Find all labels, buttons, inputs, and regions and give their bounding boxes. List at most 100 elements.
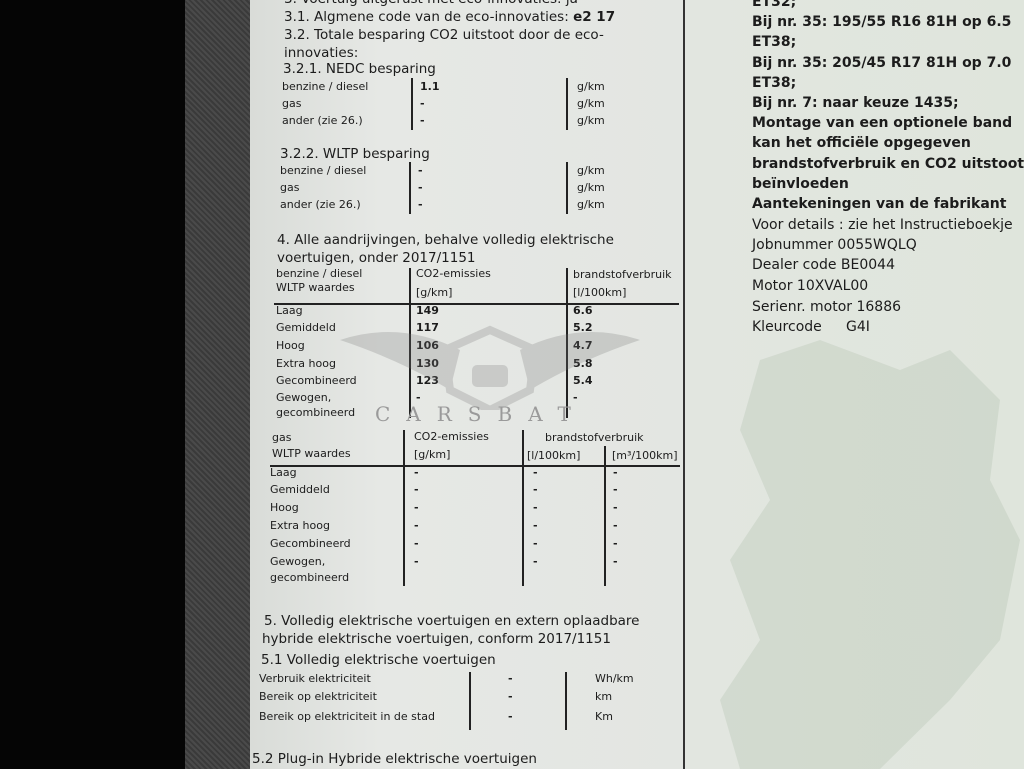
section-4-line2: voertuigen, onder 2017/1151 (277, 250, 476, 266)
remark-line: Bij nr. 35: 205/45 R17 81H op 7.0 (752, 55, 1012, 71)
color-code-label: Kleurcode (752, 319, 822, 335)
table2-row-l: - (533, 555, 538, 568)
table2-row-co2: - (414, 519, 419, 532)
table1-header-consumption-unit: [l/100km] (573, 286, 627, 299)
wltp-row-value: - (418, 198, 423, 211)
table1-row-consumption: 5.8 (573, 357, 593, 370)
table1-row-label: Gecombineerd (276, 374, 357, 387)
table2-header-co2-unit: [g/km] (414, 448, 451, 461)
nedc-row-unit: g/km (577, 97, 605, 110)
section-3-heading: 3. Voertuig uitgerust met eco-innovaties… (284, 0, 578, 7)
table-column-rule (409, 268, 411, 418)
table2-row-m3: - (613, 555, 618, 568)
table2-row-co2: - (414, 537, 419, 550)
section-5-1-row-value: - (508, 690, 513, 703)
section-5-1-row-label: Verbruik elektriciteit (259, 672, 371, 685)
table2-row-m3: - (613, 519, 618, 532)
document-page-right (686, 0, 1024, 769)
nedc-row-value: - (420, 114, 425, 127)
remark-line: ET38; (752, 34, 797, 50)
remark-line: Bij nr. 7: naar keuze 1435; (752, 95, 959, 111)
section-3-1-label: 3.1. Algmene code van de eco-innovaties:… (284, 9, 616, 25)
nedc-row-value: - (420, 97, 425, 110)
table2-header-consumption: brandstofverbruik (545, 431, 644, 444)
table1-row-consumption: 4.7 (573, 339, 593, 352)
table1-row-label: Laag (276, 304, 303, 317)
nedc-row-unit: g/km (577, 80, 605, 93)
section-4-line1: 4. Alle aandrijvingen, behalve volledig … (277, 232, 614, 248)
nedc-row-label: benzine / diesel (282, 80, 369, 93)
table2-header-m3-unit: [m³/100km] (612, 449, 678, 462)
table-column-rule (604, 446, 606, 586)
table-header-rule (274, 303, 679, 305)
wltp-title: 3.2.2. WLTP besparing (280, 146, 430, 162)
table2-header-wltp: WLTP waardes (272, 447, 351, 460)
table1-row-co2: 106 (416, 339, 439, 352)
table1-header-co2-unit: [g/km] (416, 286, 453, 299)
table2-row-m3: - (613, 501, 618, 514)
section-5-1-row-label: Bereik op elektriciteit (259, 690, 377, 703)
wltp-row-label: ander (zie 26.) (280, 198, 361, 211)
wltp-row-value: - (418, 181, 423, 194)
table1-row-co2: - (416, 391, 421, 404)
table-column-rule (411, 78, 413, 130)
manufacturer-note-line: Jobnummer 0055WQLQ (752, 237, 917, 253)
table2-header-fuel: gas (272, 431, 292, 444)
wltp-row-unit: g/km (577, 181, 605, 194)
table2-row-label: Gewogen, (270, 555, 326, 568)
table2-row-l: - (533, 483, 538, 496)
table1-row-co2: 149 (416, 304, 439, 317)
table-column-rule (566, 268, 568, 418)
table2-row-label: Laag (270, 466, 297, 479)
section-3-2-line1: 3.2. Totale besparing CO2 uitstoot door … (284, 27, 604, 43)
table-column-rule (469, 672, 471, 730)
wltp-row-unit: g/km (577, 198, 605, 211)
section-5-1-title: 5.1 Volledig elektrische voertuigen (261, 652, 496, 668)
table2-row-label: Extra hoog (270, 519, 330, 532)
nedc-row-label: ander (zie 26.) (282, 114, 363, 127)
table1-header-co2: CO2-emissies (416, 267, 491, 280)
table2-row-l: - (533, 537, 538, 550)
section-5-2-title: 5.2 Plug-in Hybride elektrische voertuig… (252, 751, 537, 767)
table1-header-fuel: benzine / diesel (276, 267, 363, 280)
table2-row-m3: - (613, 483, 618, 496)
table2-header-l-unit: [l/100km] (527, 449, 581, 462)
remark-line: Aantekeningen van de fabrikant (752, 196, 1007, 212)
nedc-row-value: 1.1 (420, 80, 440, 93)
section-5-1-row-unit: Wh/km (595, 672, 634, 685)
remark-line: ET38; (752, 75, 797, 91)
table-column-rule (566, 162, 568, 214)
remark-line: brandstofverbruik en CO2 uitstoot (752, 156, 1024, 172)
table1-row-co2: 130 (416, 357, 439, 370)
table1-row-consumption: - (573, 391, 578, 404)
table2-row-co2: - (414, 555, 419, 568)
color-code-value: G4I (846, 319, 870, 335)
table-column-rule (403, 430, 405, 586)
section-5-line1: 5. Volledig elektrische voertuigen en ex… (264, 613, 640, 629)
eco-innovation-code: e2 17 (573, 9, 616, 25)
nedc-row-unit: g/km (577, 114, 605, 127)
table1-row-label: Hoog (276, 339, 305, 352)
table1-header-consumption: brandstofverbruik (573, 268, 672, 281)
table1-row-label: Gewogen, (276, 391, 332, 404)
wltp-row-unit: g/km (577, 164, 605, 177)
carsbat-logo-watermark (340, 325, 640, 410)
table1-row-co2: 123 (416, 374, 439, 387)
table2-row-l: - (533, 519, 538, 532)
table-column-rule (566, 78, 568, 130)
section-5-1-row-value: - (508, 672, 513, 685)
section-5-1-row-label: Bereik op elektriciteit in de stad (259, 710, 435, 723)
wltp-row-value: - (418, 164, 423, 177)
table2-row-co2: - (414, 466, 419, 479)
section-5-1-row-unit: km (595, 690, 613, 703)
table1-row-consumption: 5.2 (573, 321, 593, 334)
manufacturer-note-line: Voor details : zie het Instructieboekje (752, 217, 1013, 233)
table-column-rule (522, 430, 524, 586)
table2-header-co2: CO2-emissies (414, 430, 489, 443)
section-5-1-row-value: - (508, 710, 513, 723)
manufacturer-note-line: Dealer code BE0044 (752, 257, 895, 273)
wltp-row-label: gas (280, 181, 300, 194)
manufacturer-note-line: Motor 10XVAL00 (752, 278, 869, 294)
table1-row-label-cont: gecombineerd (276, 406, 356, 419)
table2-row-label: Gecombineerd (270, 537, 351, 550)
